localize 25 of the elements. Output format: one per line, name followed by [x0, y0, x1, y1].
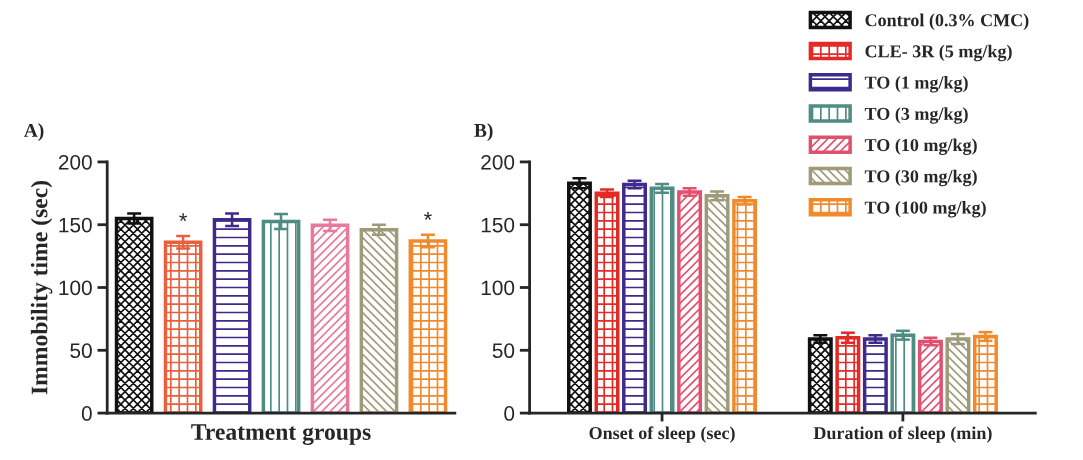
y-tick-label: 200 [481, 154, 515, 170]
y-tick-label: 150 [59, 217, 92, 233]
legend-label: TO (1 mg/kg) [864, 75, 968, 93]
x-tick-label: Duration of sleep (min) [813, 426, 992, 443]
y-tick-label: 100 [481, 280, 515, 296]
chart-title: A) [23, 123, 44, 141]
y-tick-label: 50 [492, 343, 515, 359]
y-tick-label: 150 [481, 217, 515, 233]
legend-label: Control (0.3% CMC) [865, 13, 1029, 30]
y-tick-label: 100 [59, 280, 92, 296]
x-tick-label: Onset of sleep (sec) [589, 426, 735, 443]
y-axis-title: Immobility time (sec) [30, 181, 53, 395]
legend-label: TO (100 mg/kg) [864, 200, 986, 218]
legend-label: CLE- 3R (5 mg/kg) [865, 44, 1012, 62]
data-label: * [179, 213, 188, 222]
y-tick-label: 50 [70, 343, 92, 359]
legend-label: TO (10 mg/kg) [864, 138, 977, 155]
legend-label: TO (3 mg/kg) [864, 107, 968, 124]
y-tick-label: 0 [81, 406, 92, 421]
chart-title: B) [474, 123, 493, 141]
x-axis-title: Treatment groups [191, 424, 371, 445]
y-tick-label: 0 [504, 406, 515, 421]
y-tick-label: 200 [58, 154, 92, 170]
legend-label: TO (30 mg/kg) [864, 169, 977, 187]
data-label: * [423, 212, 432, 220]
